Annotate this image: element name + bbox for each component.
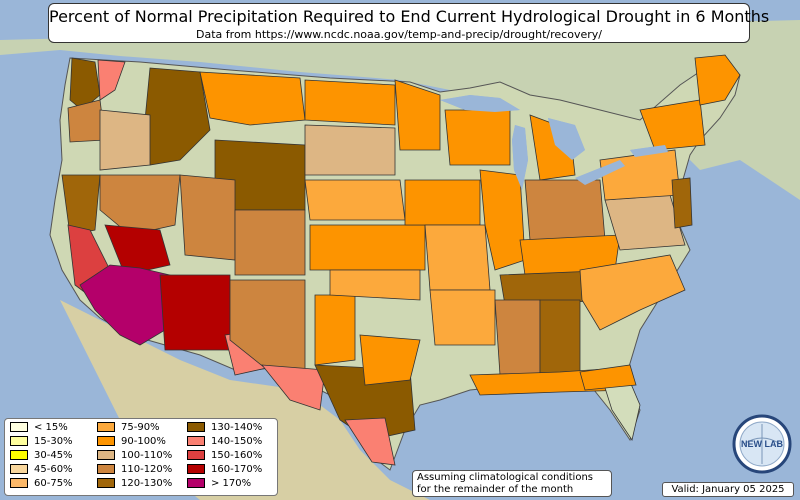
region-oklahoma bbox=[329, 269, 421, 301]
legend-item: 160-170% bbox=[187, 464, 262, 478]
region-arkansas bbox=[429, 289, 496, 346]
region-illinois bbox=[479, 169, 526, 271]
note-line-1: Assuming climatological conditions bbox=[417, 472, 593, 483]
region-texas-south bbox=[344, 417, 396, 466]
region-north-dakota bbox=[304, 79, 396, 126]
legend-label: 160-170% bbox=[211, 464, 263, 475]
legend-item: 30-45% bbox=[10, 450, 73, 464]
legend-item: 15-30% bbox=[10, 436, 73, 450]
legend-label: 100-110% bbox=[121, 450, 173, 461]
legend-label: 140-150% bbox=[211, 436, 263, 447]
legend-item: 60-75% bbox=[10, 478, 73, 492]
legend-item: 120-130% bbox=[97, 478, 172, 492]
legend-item: < 15% bbox=[10, 422, 68, 436]
legend-label: 60-75% bbox=[34, 478, 73, 489]
legend-item: 150-160% bbox=[187, 450, 262, 464]
region-oregon-west bbox=[67, 99, 106, 143]
legend-item: 90-100% bbox=[97, 436, 166, 450]
region-south-dakota bbox=[304, 124, 396, 176]
legend-swatch bbox=[97, 464, 115, 474]
assumption-note: Assuming climatological conditions for t… bbox=[412, 470, 612, 497]
valid-date: Valid: January 05 2025 bbox=[662, 482, 794, 497]
title-box: Percent of Normal Precipitation Required… bbox=[48, 3, 770, 43]
region-nevada-south bbox=[104, 224, 171, 276]
legend-swatch bbox=[10, 450, 28, 460]
legend-swatch bbox=[97, 436, 115, 446]
legend-swatch bbox=[10, 422, 28, 432]
legend-label: 130-140% bbox=[211, 422, 263, 433]
legend-swatch bbox=[97, 450, 115, 460]
region-texas-east bbox=[359, 334, 421, 386]
region-oregon-east bbox=[99, 109, 151, 171]
legend-item: 110-120% bbox=[97, 464, 172, 478]
canada-land bbox=[0, 20, 800, 200]
legend-swatch bbox=[187, 478, 205, 488]
legend-swatch bbox=[187, 436, 205, 446]
region-west-texas bbox=[261, 364, 326, 411]
region-california-north bbox=[61, 174, 101, 236]
legend-label: < 15% bbox=[34, 422, 68, 433]
region-colorado bbox=[234, 209, 306, 276]
region-washington-cascades bbox=[97, 59, 126, 101]
legend-item: > 170% bbox=[187, 478, 251, 492]
region-alabama bbox=[539, 299, 581, 376]
legend-item: 45-60% bbox=[10, 464, 73, 478]
new-lab-logo: NEW LAB bbox=[732, 414, 792, 474]
region-nebraska bbox=[304, 179, 406, 221]
region-georgia-carolinas bbox=[579, 254, 686, 331]
region-arizona bbox=[159, 274, 231, 351]
region-texas-panhandle bbox=[314, 294, 356, 366]
legend-item: 140-150% bbox=[187, 436, 262, 450]
legend-swatch bbox=[187, 464, 205, 474]
map-subtitle: Data from https://www.ncdc.noaa.gov/temp… bbox=[196, 28, 602, 41]
legend-label: 45-60% bbox=[34, 464, 73, 475]
legend-label: > 170% bbox=[211, 478, 252, 489]
legend-label: 30-45% bbox=[34, 450, 73, 461]
legend-item: 100-110% bbox=[97, 450, 172, 464]
legend-label: 90-100% bbox=[121, 436, 166, 447]
region-florida-north bbox=[579, 364, 637, 391]
region-kansas bbox=[309, 224, 426, 271]
note-line-2: for the remainder of the month bbox=[417, 484, 574, 495]
logo-text: NEW LAB bbox=[741, 439, 783, 449]
region-minnesota bbox=[394, 79, 441, 151]
region-mid-atlantic bbox=[671, 177, 693, 229]
legend-label: 120-130% bbox=[121, 478, 173, 489]
region-utah bbox=[179, 174, 236, 261]
legend-swatch bbox=[10, 478, 28, 488]
legend-swatch bbox=[10, 436, 28, 446]
legend-item: 130-140% bbox=[187, 422, 262, 436]
legend-swatch bbox=[187, 450, 205, 460]
region-montana-east bbox=[199, 71, 306, 126]
legend: < 15% 15-30% 30-45% 45-60% 60-75% 75-90%… bbox=[4, 418, 278, 496]
legend-item: 75-90% bbox=[97, 422, 160, 436]
legend-label: 15-30% bbox=[34, 436, 73, 447]
region-mississippi bbox=[494, 299, 541, 376]
legend-swatch bbox=[97, 422, 115, 432]
map-title: Percent of Normal Precipitation Required… bbox=[49, 7, 770, 26]
legend-swatch bbox=[97, 478, 115, 488]
region-new-england bbox=[694, 54, 741, 106]
legend-label: 75-90% bbox=[121, 422, 160, 433]
region-iowa bbox=[404, 179, 481, 226]
region-new-york bbox=[639, 99, 706, 151]
region-missouri bbox=[424, 224, 491, 291]
legend-label: 110-120% bbox=[121, 464, 173, 475]
legend-label: 150-160% bbox=[211, 450, 263, 461]
region-indiana-ohio bbox=[524, 179, 606, 241]
region-wisconsin bbox=[444, 109, 511, 166]
legend-swatch bbox=[187, 422, 205, 432]
legend-swatch bbox=[10, 464, 28, 474]
